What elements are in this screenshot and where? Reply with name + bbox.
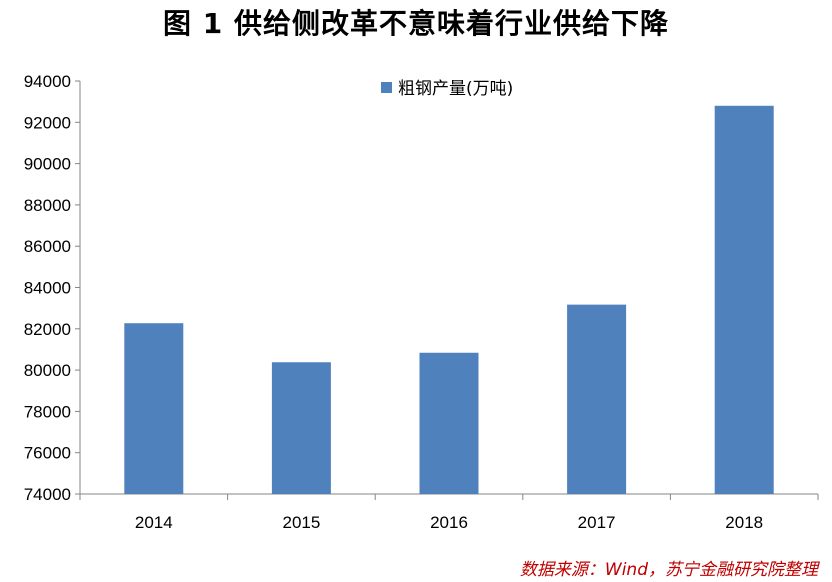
bar-2016	[419, 352, 479, 494]
x-tick-label: 2017	[578, 513, 616, 532]
y-tick-label: 82000	[24, 320, 71, 339]
y-tick-label: 92000	[24, 113, 71, 132]
x-tick-label: 2018	[725, 513, 763, 532]
y-tick-label: 88000	[24, 196, 71, 215]
bar-2018	[714, 105, 774, 494]
legend-swatch	[381, 82, 392, 93]
x-axis: 2014 2015 2016 2017 2018	[79, 493, 819, 532]
chart-title: 图 1 供给侧改革不意味着行业供给下降	[163, 7, 669, 40]
source-note: 数据来源：Wind，苏宁金融研究院整理	[519, 560, 818, 580]
legend-label: 粗钢产量(万吨)	[398, 79, 513, 99]
y-tick-label: 78000	[24, 402, 71, 421]
y-tick-label: 76000	[24, 444, 71, 463]
bar-2014	[124, 323, 184, 494]
x-tick-label: 2015	[282, 513, 320, 532]
y-tick-label: 90000	[24, 155, 71, 174]
legend: 粗钢产量(万吨)	[381, 79, 513, 99]
y-tick-label: 86000	[24, 237, 71, 256]
x-tick-label: 2016	[430, 513, 468, 532]
y-axis: 74000 76000 78000 80000 82000 84000 86000 88000…	[24, 72, 81, 504]
y-tick-label: 84000	[24, 279, 71, 298]
x-tick-label: 2014	[135, 513, 173, 532]
y-tick-label: 74000	[24, 485, 71, 504]
y-tick-label: 94000	[24, 72, 71, 91]
bar-2017	[567, 304, 627, 494]
bar-2015	[271, 362, 331, 494]
y-tick-label: 80000	[24, 361, 71, 380]
bars-group	[124, 105, 774, 494]
